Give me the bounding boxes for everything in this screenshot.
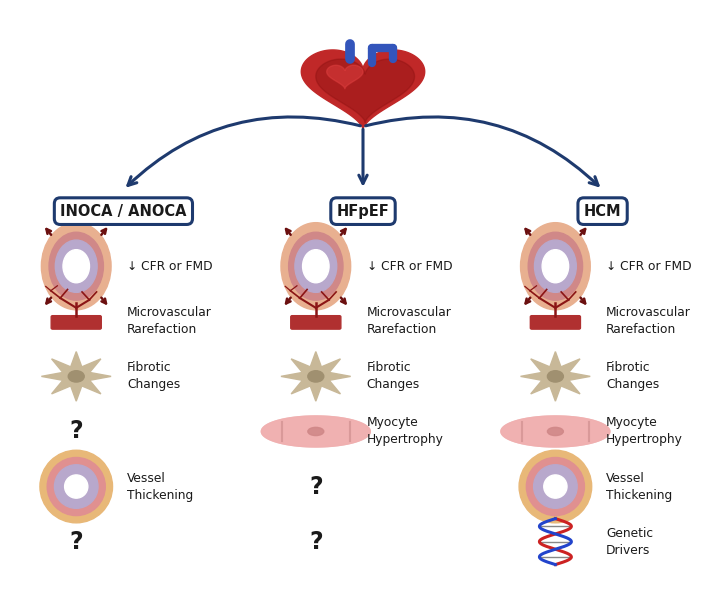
Text: Vessel
Thickening: Vessel Thickening xyxy=(606,471,672,502)
Ellipse shape xyxy=(547,427,563,436)
Ellipse shape xyxy=(308,427,324,436)
Ellipse shape xyxy=(295,240,337,293)
Text: Genetic
Drivers: Genetic Drivers xyxy=(606,526,653,557)
Text: ?: ? xyxy=(70,419,83,444)
Ellipse shape xyxy=(526,458,584,515)
Ellipse shape xyxy=(534,465,577,509)
Text: Myocyte
Hypertrophy: Myocyte Hypertrophy xyxy=(367,416,444,447)
Text: ?: ? xyxy=(309,529,322,554)
FancyBboxPatch shape xyxy=(51,316,102,329)
Text: Vessel
Thickening: Vessel Thickening xyxy=(127,471,193,502)
Polygon shape xyxy=(316,59,415,122)
Polygon shape xyxy=(301,50,425,129)
Text: Fibrotic
Changes: Fibrotic Changes xyxy=(606,361,659,392)
Ellipse shape xyxy=(40,450,113,523)
Ellipse shape xyxy=(49,232,103,300)
FancyBboxPatch shape xyxy=(530,316,580,329)
Ellipse shape xyxy=(289,232,343,300)
Ellipse shape xyxy=(47,458,105,515)
Ellipse shape xyxy=(521,223,590,310)
Text: Microvascular
Rarefaction: Microvascular Rarefaction xyxy=(127,306,212,337)
Text: HCM: HCM xyxy=(584,204,621,218)
Polygon shape xyxy=(501,416,610,447)
Ellipse shape xyxy=(54,465,98,509)
Text: HFpEF: HFpEF xyxy=(337,204,389,218)
Ellipse shape xyxy=(544,475,567,498)
Ellipse shape xyxy=(68,371,84,382)
Polygon shape xyxy=(281,352,351,401)
Text: INOCA / ANOCA: INOCA / ANOCA xyxy=(60,204,187,218)
Polygon shape xyxy=(501,416,610,447)
Ellipse shape xyxy=(308,371,324,382)
Ellipse shape xyxy=(529,232,582,300)
Ellipse shape xyxy=(65,475,88,498)
Ellipse shape xyxy=(534,240,576,293)
Ellipse shape xyxy=(542,250,568,283)
Ellipse shape xyxy=(303,250,329,283)
Polygon shape xyxy=(41,352,111,401)
Polygon shape xyxy=(327,65,363,89)
Text: ?: ? xyxy=(70,529,83,554)
Text: Fibrotic
Changes: Fibrotic Changes xyxy=(367,361,420,392)
Ellipse shape xyxy=(519,450,592,523)
Ellipse shape xyxy=(41,223,111,310)
Text: Fibrotic
Changes: Fibrotic Changes xyxy=(127,361,180,392)
Text: ↓ CFR or FMD: ↓ CFR or FMD xyxy=(127,259,213,273)
Text: ↓ CFR or FMD: ↓ CFR or FMD xyxy=(606,259,692,273)
Text: ↓ CFR or FMD: ↓ CFR or FMD xyxy=(367,259,452,273)
Text: Microvascular
Rarefaction: Microvascular Rarefaction xyxy=(367,306,452,337)
Text: Microvascular
Rarefaction: Microvascular Rarefaction xyxy=(606,306,691,337)
Ellipse shape xyxy=(547,371,563,382)
Ellipse shape xyxy=(281,223,351,310)
Text: ?: ? xyxy=(309,474,322,499)
Polygon shape xyxy=(261,416,370,447)
Ellipse shape xyxy=(63,250,89,283)
Polygon shape xyxy=(521,352,590,401)
Polygon shape xyxy=(261,416,370,447)
Text: Myocyte
Hypertrophy: Myocyte Hypertrophy xyxy=(606,416,683,447)
FancyBboxPatch shape xyxy=(290,316,341,329)
Ellipse shape xyxy=(55,240,97,293)
